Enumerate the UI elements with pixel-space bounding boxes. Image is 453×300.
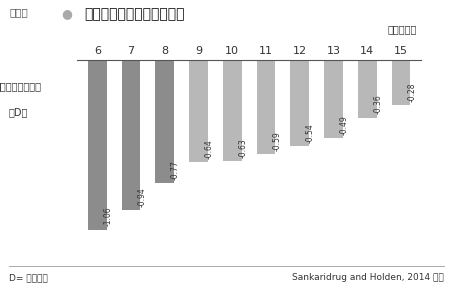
Bar — [155, 60, 174, 183]
Text: -0.36: -0.36 — [374, 94, 383, 114]
Text: D= 屈折度数: D= 屈折度数 — [9, 273, 48, 282]
Text: 年間の近視進行量

（D）: 年間の近視進行量 （D） — [0, 81, 42, 117]
Text: -0.94: -0.94 — [137, 188, 146, 207]
Text: Sankaridrug and Holden, 2014 参照: Sankaridrug and Holden, 2014 参照 — [292, 273, 444, 282]
Bar — [257, 60, 275, 154]
Text: 表－２: 表－２ — [9, 8, 28, 17]
Bar — [189, 60, 208, 162]
Bar — [290, 60, 309, 146]
Text: 近視の年齢別の年間進行量: 近視の年齢別の年間進行量 — [84, 8, 184, 22]
Text: -0.49: -0.49 — [340, 116, 349, 135]
Text: ●: ● — [61, 8, 72, 20]
Text: -0.54: -0.54 — [306, 124, 315, 143]
Text: -0.77: -0.77 — [171, 160, 180, 180]
Bar — [122, 60, 140, 210]
Text: -0.28: -0.28 — [407, 82, 416, 102]
Bar — [88, 60, 106, 229]
Bar — [324, 60, 343, 138]
Bar — [223, 60, 241, 161]
Bar — [358, 60, 376, 118]
Text: -0.59: -0.59 — [272, 131, 281, 151]
Text: -0.64: -0.64 — [205, 140, 214, 159]
Text: 年齢（才）: 年齢（才） — [387, 25, 417, 34]
Bar — [392, 60, 410, 105]
Text: -1.06: -1.06 — [104, 207, 112, 226]
Text: -0.63: -0.63 — [239, 138, 248, 158]
